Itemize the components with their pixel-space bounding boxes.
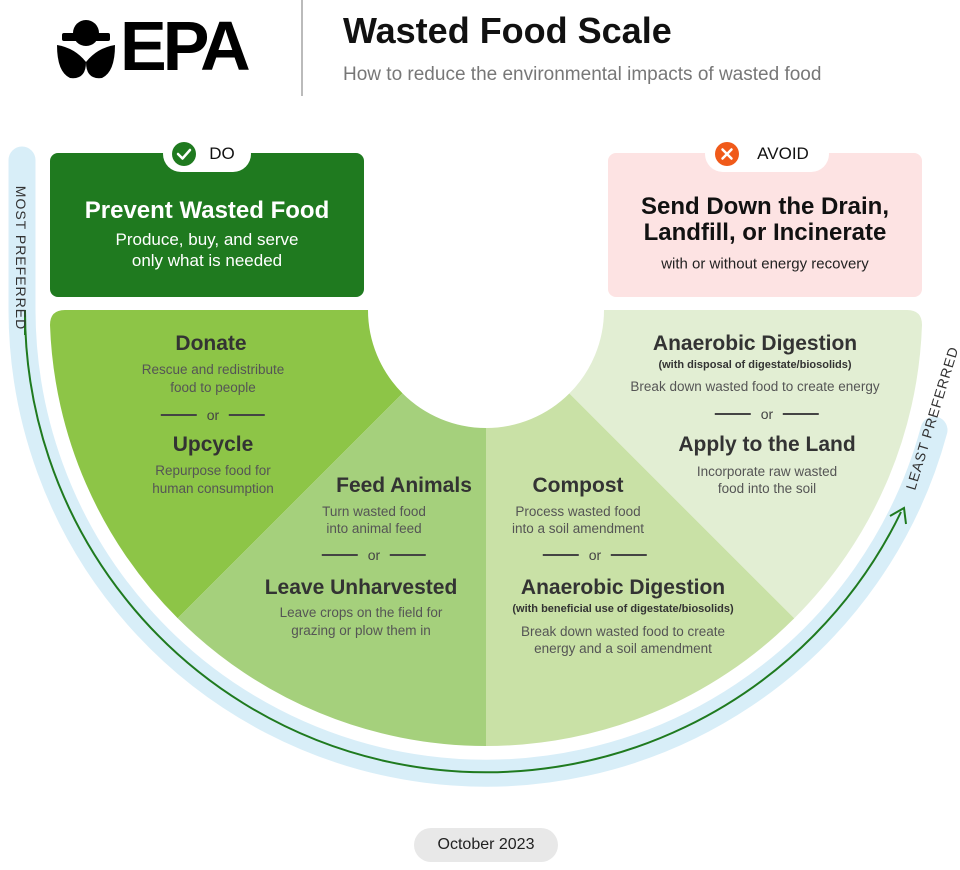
option-desc: into animal feed: [326, 521, 422, 536]
option-desc: Leave crops on the field for: [279, 605, 443, 620]
arrow-head-icon: [889, 506, 907, 525]
or-text: or: [206, 407, 220, 423]
option-desc: Turn wasted food: [322, 504, 426, 519]
option-desc: human consumption: [152, 481, 274, 496]
date-label: October 2023: [437, 836, 535, 853]
option-title-feed-animals: Feed Animals: [336, 474, 472, 497]
option-title-apply-to-land: Apply to the Land: [678, 433, 856, 456]
do-box-title: Prevent Wasted Food: [84, 197, 330, 224]
option-desc: grazing or plow them in: [291, 623, 431, 638]
or-text: or: [760, 406, 774, 422]
or-separator: or: [714, 406, 820, 422]
option-title-leave-unharvested: Leave Unharvested: [264, 576, 458, 599]
option-desc: food to people: [170, 380, 256, 395]
date-pill-bg: [414, 828, 558, 862]
option-note: (with disposal of digestate/biosolids): [658, 359, 852, 371]
option-desc: Repurpose food for: [155, 463, 271, 478]
epa-logo-icon: [57, 20, 115, 79]
or-separator: or: [160, 407, 266, 423]
page-subtitle: How to reduce the environmental impacts …: [343, 64, 822, 85]
option-desc: Break down wasted food to create energy: [630, 379, 880, 394]
option-desc: Incorporate raw wasted: [696, 464, 838, 479]
or-separator: or: [321, 547, 427, 563]
avoid-box-title: Landfill, or Incinerate: [643, 219, 887, 246]
most-preferred-label: MOST PREFERRED: [13, 185, 29, 331]
option-title-anaerobic-digestion-disposal: Anaerobic Digestion: [652, 332, 858, 355]
option-title-donate: Donate: [175, 332, 247, 355]
or-text: or: [588, 547, 602, 563]
tier-3-sector: [486, 393, 795, 746]
option-title-upcycle: Upcycle: [172, 433, 254, 456]
option-desc: Rescue and redistribute: [141, 362, 285, 377]
option-title-anaerobic-digestion-beneficial: Anaerobic Digestion: [520, 576, 726, 599]
option-desc: energy and a soil amendment: [534, 641, 712, 656]
tier-1-sector: [50, 310, 403, 619]
x-mark: [721, 148, 733, 160]
tier-2-sector: [177, 393, 486, 746]
avoid-badge-label: AVOID: [757, 144, 809, 163]
tier-4-sector: [569, 310, 922, 619]
page-title: Wasted Food Scale: [343, 10, 672, 51]
option-desc: food into the soil: [717, 481, 817, 496]
or-text: or: [367, 547, 381, 563]
preference-arrow-line: [23, 309, 902, 774]
avoid-box-subtitle: with or without energy recovery: [661, 255, 869, 273]
do-box-line: Produce, buy, and serve: [115, 230, 299, 249]
check-circle-icon: [172, 142, 196, 166]
option-desc: Process wasted food: [515, 504, 641, 519]
or-separator: or: [542, 547, 648, 563]
avoid-box-bg: [608, 153, 922, 297]
option-note: (with beneficial use of digestate/biosol…: [512, 603, 734, 615]
avoid-badge-bg: [705, 136, 829, 172]
option-desc: into a soil amendment: [511, 521, 645, 536]
check-mark: [176, 148, 192, 160]
do-box-line: only what is needed: [131, 251, 283, 270]
do-badge-label: DO: [209, 144, 235, 163]
option-title-compost: Compost: [532, 474, 624, 497]
epa-logo-text: EPA: [120, 7, 251, 85]
do-box-bg: [50, 153, 364, 297]
avoid-box-title: Send Down the Drain,: [640, 193, 890, 220]
option-desc: Break down wasted food to create: [520, 624, 726, 639]
